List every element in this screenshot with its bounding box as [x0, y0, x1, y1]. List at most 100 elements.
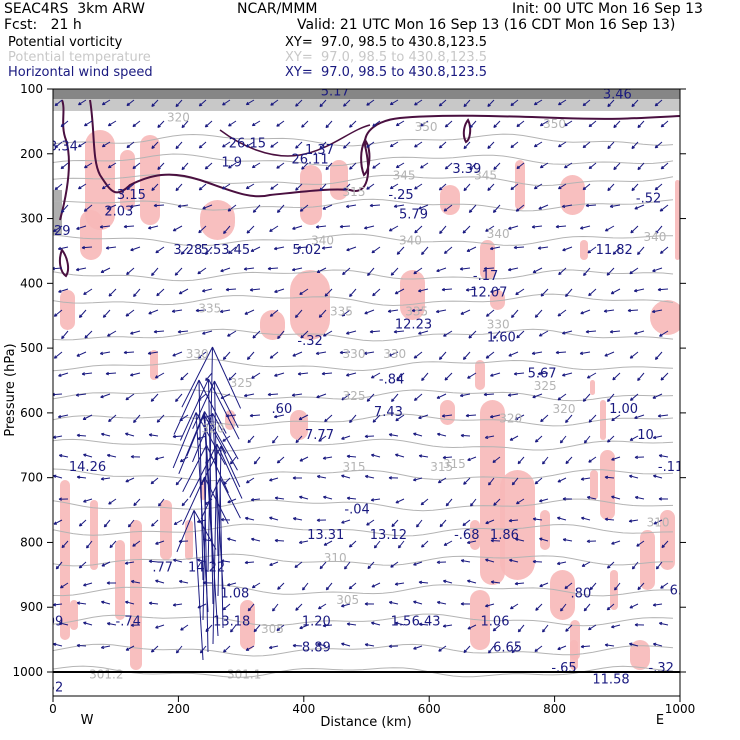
- wind-arrow: [58, 454, 69, 458]
- pv-shaded-region: [260, 310, 285, 340]
- wind-arrow: [421, 540, 429, 548]
- wind-arrow: [204, 162, 213, 170]
- wind-arrow: [538, 498, 549, 503]
- theta-label: 315: [343, 185, 366, 199]
- wind-arrow: [561, 204, 573, 208]
- wind-arrow: [609, 329, 621, 334]
- wind-arrow: [105, 246, 117, 250]
- wind-arrow: [276, 162, 285, 169]
- wind-arrow: [204, 120, 213, 128]
- wind-arrow: [291, 393, 303, 397]
- wind-arrow: [251, 162, 261, 169]
- extremum-value-label: 1.20: [302, 614, 331, 629]
- pv-shaded-region: [610, 570, 618, 610]
- extremum-value-label: -.65: [551, 661, 576, 676]
- wind-arrow: [227, 330, 237, 337]
- wind-arrow: [366, 183, 375, 190]
- wind-arrow: [151, 267, 159, 277]
- y-tick-label: 300: [20, 212, 43, 226]
- pv-shaded-region: [290, 410, 308, 440]
- wind-arrow: [651, 309, 663, 314]
- wind-arrow: [61, 540, 69, 549]
- theta-contour: [53, 468, 674, 482]
- wind-arrow: [202, 330, 213, 335]
- theta-contour: [53, 584, 674, 597]
- theta-label: 340: [487, 227, 510, 241]
- wind-arrow: [132, 540, 141, 547]
- wind-arrow: [485, 225, 495, 232]
- pv-contour: [360, 138, 371, 177]
- wind-arrow: [580, 477, 591, 481]
- wind-arrow: [421, 372, 429, 382]
- wind-arrow: [439, 225, 447, 235]
- wind-arrow: [226, 582, 237, 587]
- extremum-value-label: 1.9: [221, 156, 242, 171]
- wind-arrow: [634, 414, 645, 419]
- wind-arrow: [196, 519, 207, 524]
- wind-arrow: [493, 498, 501, 506]
- wind-arrow: [396, 372, 405, 381]
- wind-arrow: [274, 288, 285, 293]
- wind-arrow: [652, 267, 663, 273]
- wind-arrow: [607, 183, 615, 192]
- wind-arrow: [197, 435, 207, 440]
- wind-arrow: [367, 561, 375, 570]
- wind-arrow: [126, 99, 135, 107]
- wind-arrow: [58, 621, 69, 626]
- wind-arrow: [276, 456, 285, 464]
- wind-arrow: [298, 414, 309, 421]
- wind-arrow: [557, 645, 567, 651]
- wind-arrow: [322, 456, 333, 460]
- wind-arrow: [154, 456, 165, 461]
- pv-shaded-region: [115, 540, 125, 620]
- wind-arrow: [490, 372, 501, 377]
- extremum-value-label: 1.08: [220, 587, 249, 602]
- wind-arrow: [319, 561, 327, 570]
- extremum-value-label: -.32: [297, 334, 322, 349]
- wind-arrow: [176, 510, 217, 661]
- wind-arrow: [420, 498, 429, 506]
- theta-contour: [53, 523, 674, 537]
- extremum-value-label: 1.5: [391, 614, 412, 629]
- wind-arrow: [292, 476, 302, 480]
- wind-arrow: [412, 477, 423, 482]
- wind-arrow: [179, 456, 189, 463]
- pv-shaded-region: [640, 530, 655, 590]
- wind-arrow: [244, 560, 255, 565]
- wind-arrow: [395, 162, 405, 169]
- wind-arrow: [660, 582, 669, 589]
- wind-arrow: [388, 644, 399, 649]
- wind-arrow: [466, 540, 477, 545]
- wind-arrow: [510, 99, 519, 107]
- y-axis-title: Pressure (hPa): [3, 343, 18, 436]
- extremum-value-label: -.84: [379, 373, 404, 388]
- wind-arrow: [53, 266, 63, 271]
- wind-arrow: [557, 393, 567, 401]
- wind-arrow: [172, 225, 183, 232]
- y-tick-label: 400: [20, 276, 43, 290]
- wind-arrow: [483, 392, 495, 397]
- theta-contour: [53, 293, 674, 307]
- wind-arrow: [54, 141, 63, 149]
- extremum-value-label: -.52: [636, 191, 661, 206]
- wind-arrow: [53, 309, 63, 317]
- wind-arrow: [628, 519, 639, 523]
- extremum-value-label: -.11: [658, 460, 683, 475]
- wind-arrow: [636, 540, 645, 547]
- wind-arrow: [462, 351, 471, 360]
- wind-arrow: [436, 560, 447, 565]
- wind-arrow: [103, 519, 111, 528]
- pv-shaded-region: [580, 240, 588, 260]
- wind-arrow: [470, 498, 477, 507]
- wind-arrow: [244, 516, 255, 521]
- theta-label: 340: [311, 234, 334, 248]
- wind-arrow: [342, 267, 351, 276]
- extremum-value-label: 13.18: [213, 614, 250, 629]
- wind-arrow: [349, 162, 357, 170]
- extremum-value-label: -.32: [649, 661, 674, 676]
- wind-arrow: [83, 621, 93, 626]
- wind-arrow: [485, 351, 495, 359]
- wind-arrow: [657, 287, 669, 292]
- wind-arrow: [148, 559, 159, 564]
- wind-arrow: [533, 141, 543, 148]
